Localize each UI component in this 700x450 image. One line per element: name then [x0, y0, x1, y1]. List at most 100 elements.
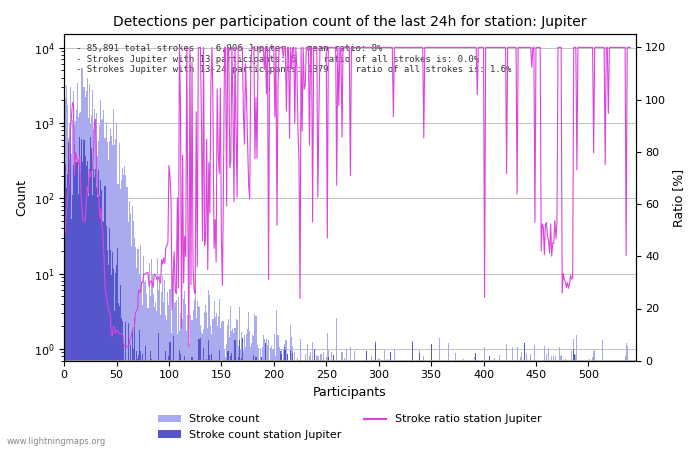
Bar [552, 409, 553, 450]
Bar [165, 351, 167, 450]
Bar [167, 292, 169, 450]
Bar [167, 370, 169, 450]
Bar [414, 393, 415, 450]
Bar [500, 366, 502, 450]
Bar [494, 380, 495, 450]
Bar [486, 394, 487, 450]
Bar [276, 310, 277, 450]
Bar [173, 336, 174, 450]
Bar [184, 356, 186, 450]
Bar [337, 367, 338, 450]
Bar [211, 334, 213, 450]
Bar [85, 91, 87, 450]
Bar [474, 357, 475, 450]
Bar [546, 354, 547, 450]
Bar [529, 370, 530, 450]
Bar [382, 362, 384, 450]
Bar [468, 370, 470, 450]
Bar [90, 124, 91, 450]
Bar [265, 342, 266, 450]
Bar [289, 408, 290, 450]
Bar [228, 319, 229, 450]
Bar [104, 139, 106, 450]
Bar [319, 377, 321, 450]
Bar [440, 403, 441, 450]
Bar [399, 369, 400, 450]
Bar [454, 381, 455, 450]
Bar [568, 387, 569, 450]
Bar [256, 345, 258, 450]
Bar [352, 392, 353, 450]
Bar [412, 341, 413, 450]
Bar [271, 346, 272, 450]
Bar [177, 391, 178, 450]
Bar [412, 342, 413, 450]
Bar [436, 392, 437, 450]
Bar [534, 345, 536, 450]
Bar [225, 357, 226, 450]
Bar [485, 386, 486, 450]
Bar [130, 214, 131, 450]
Bar [92, 195, 93, 450]
Bar [524, 342, 525, 450]
Bar [628, 395, 629, 450]
Bar [599, 365, 601, 450]
Bar [576, 386, 578, 450]
Bar [190, 315, 192, 450]
Bar [326, 369, 327, 450]
Bar [478, 401, 479, 450]
Bar [313, 369, 314, 450]
Bar [526, 377, 527, 450]
Bar [162, 360, 163, 450]
Bar [214, 301, 215, 450]
Bar [215, 378, 216, 450]
Bar [153, 377, 154, 450]
Bar [407, 378, 409, 450]
Bar [441, 390, 442, 450]
Bar [325, 395, 326, 450]
Bar [133, 350, 134, 450]
Bar [205, 306, 206, 450]
Bar [555, 387, 556, 450]
Bar [557, 361, 559, 450]
Bar [296, 399, 297, 450]
Bar [454, 387, 455, 450]
Bar [461, 365, 462, 450]
Stroke ratio station Jupiter [92, 170, 101, 175]
Bar [597, 400, 598, 450]
Bar [551, 362, 552, 450]
Bar [228, 351, 229, 450]
Bar [547, 387, 548, 450]
Bar [353, 382, 354, 450]
Bar [135, 247, 136, 450]
Bar [544, 346, 545, 450]
Bar [146, 379, 148, 450]
Bar [270, 382, 271, 450]
Bar [438, 387, 439, 450]
Bar [275, 373, 276, 450]
Bar [216, 313, 217, 450]
Bar [260, 356, 262, 450]
Bar [129, 201, 130, 450]
Bar [293, 364, 294, 450]
Bar [400, 385, 401, 450]
Bar [466, 386, 468, 450]
Bar [193, 310, 194, 450]
Bar [205, 371, 206, 450]
Bar [152, 376, 153, 450]
Bar [497, 375, 498, 450]
Bar [630, 361, 631, 450]
Bar [290, 325, 291, 450]
Bar [292, 346, 293, 450]
Bar [92, 90, 93, 450]
Bar [306, 382, 307, 450]
Bar [618, 360, 620, 450]
Bar [78, 194, 79, 450]
Bar [314, 349, 315, 450]
Bar [139, 330, 140, 450]
Bar [113, 109, 114, 450]
Bar [286, 340, 287, 450]
Bar [158, 333, 159, 450]
Bar [268, 419, 269, 450]
Bar [118, 184, 119, 450]
